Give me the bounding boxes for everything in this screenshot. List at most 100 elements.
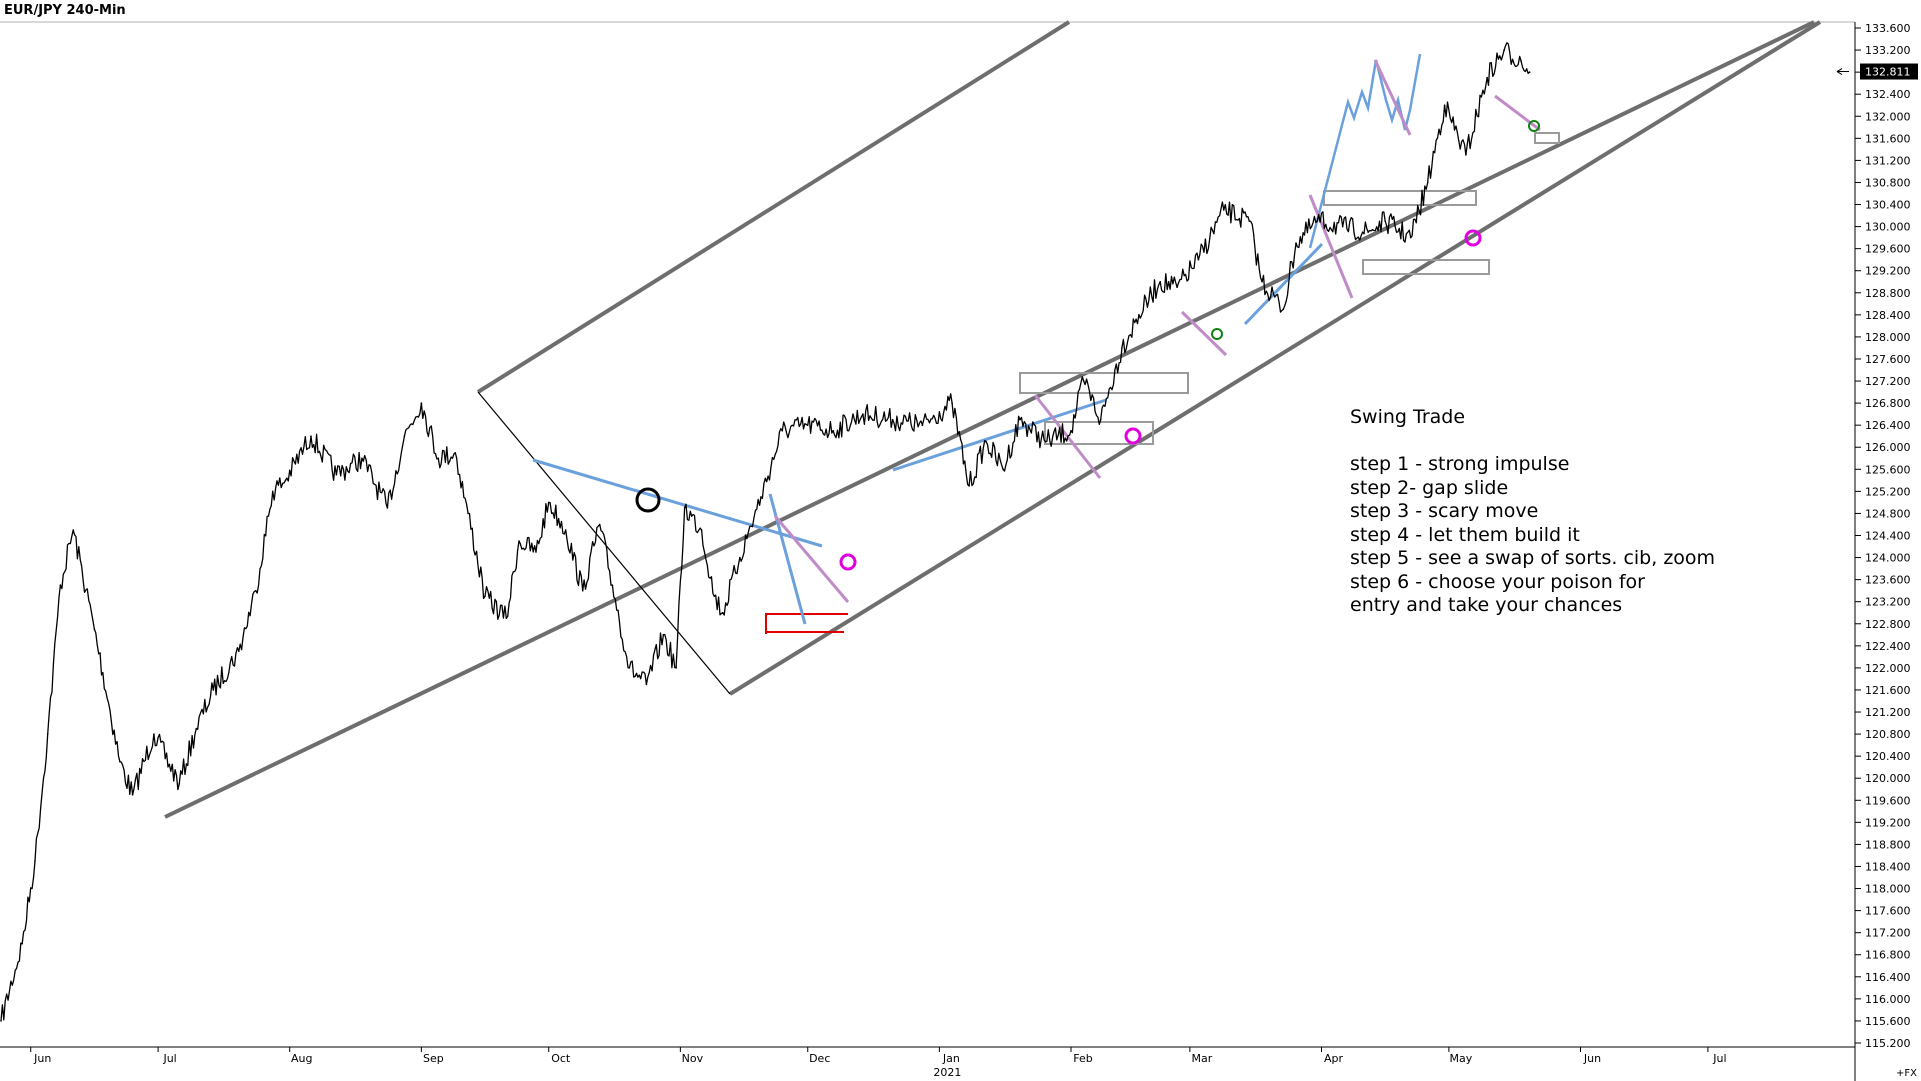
x-tick-label: Jul [1712, 1052, 1726, 1065]
y-tick-label: 117.200 [1865, 927, 1911, 940]
y-tick-label: 115.200 [1865, 1037, 1911, 1050]
annotation-step: step 4 - let them build it [1350, 523, 1580, 546]
y-tick-label: 128.000 [1865, 331, 1911, 344]
price-point [581, 589, 584, 592]
price-point [437, 457, 440, 460]
y-tick-label: 131.600 [1865, 132, 1911, 145]
annotation-step: entry and take your chances [1350, 594, 1623, 616]
y-tick-label: 120.000 [1865, 772, 1911, 785]
y-tick-label: 127.600 [1865, 353, 1911, 366]
price-point [310, 435, 312, 438]
pink-trend-line [1180, 310, 1228, 357]
price-point [212, 689, 215, 691]
price-point [1082, 380, 1085, 382]
price-point [1197, 258, 1200, 261]
price-point [1070, 429, 1072, 432]
y-tick-label: 115.600 [1865, 1015, 1911, 1028]
zone-box [1019, 372, 1189, 394]
price-point [781, 429, 784, 432]
year-label: 2021 [933, 1066, 961, 1079]
pink-trend-line [773, 515, 850, 603]
green-circle-marker [1528, 120, 1540, 132]
black-circle-marker [635, 487, 661, 513]
y-tick-label: 132.400 [1865, 88, 1911, 101]
red-lines [765, 613, 848, 634]
zone-box [1534, 132, 1560, 144]
y-tick-label: 122.800 [1865, 618, 1911, 631]
price-point [862, 413, 864, 415]
channel-lines [164, 20, 1822, 819]
y-tick-label: 124.000 [1865, 552, 1911, 565]
price-point [1443, 104, 1446, 106]
y-tick-label: 132.000 [1865, 110, 1911, 123]
blue-trend-line [1243, 242, 1324, 326]
price-point [46, 733, 49, 735]
price-point [1176, 286, 1178, 289]
price-point [1099, 418, 1102, 421]
y-tick-label: 124.400 [1865, 530, 1911, 543]
x-tick-label: Sep [423, 1052, 444, 1065]
y-tick-label: 126.000 [1865, 441, 1911, 454]
pink-trend-line [1494, 94, 1541, 132]
last-price-label: 132.811 [1865, 66, 1911, 79]
price-point [34, 860, 36, 862]
x-axis: Jun Jul Aug Sep Oct Nov Dec Jan Feb Mar Apr May Jun J… [30, 1047, 1727, 1079]
price-point [153, 733, 155, 735]
zone-box [1362, 259, 1490, 275]
y-tick-label: 125.200 [1865, 485, 1911, 498]
price-point [675, 667, 677, 669]
y-tick-label: 129.600 [1865, 243, 1911, 256]
price-point [59, 584, 62, 586]
annotation-step: step 1 - strong impulse [1350, 453, 1570, 475]
price-point [335, 474, 338, 476]
price-point [1019, 418, 1021, 421]
price-point [535, 551, 537, 553]
magenta-circle-marker [839, 553, 857, 571]
price-point [255, 589, 257, 592]
price-point [195, 727, 198, 730]
zone-boxes [1019, 132, 1560, 445]
x-tick-label: Jun [33, 1052, 51, 1065]
y-axis: 133.600133.200132.800132.400132.000131.6… [1855, 22, 1911, 1050]
price-point [93, 628, 96, 631]
price-point [403, 435, 406, 438]
price-point [700, 529, 703, 531]
price-point [547, 501, 550, 504]
y-tick-label: 130.800 [1865, 176, 1911, 189]
y-tick-label: 122.000 [1865, 662, 1911, 675]
price-point [1384, 220, 1386, 222]
price-point [1159, 280, 1161, 283]
blue-trend-line [892, 398, 1107, 472]
price-point [1426, 181, 1429, 184]
y-tick-label: 116.000 [1865, 993, 1911, 1006]
price-point [662, 634, 665, 636]
channel-line [728, 20, 1822, 696]
pink-trend-line [1373, 59, 1412, 136]
price-point [454, 452, 457, 454]
price-point [598, 523, 601, 526]
price-point [518, 540, 520, 542]
y-tick-label: 119.200 [1865, 816, 1911, 829]
x-tick-label: Jul [162, 1052, 176, 1065]
x-tick-label: Mar [1191, 1052, 1212, 1065]
price-point [1520, 60, 1522, 62]
blue-lines [532, 53, 1422, 625]
price-point [1121, 347, 1123, 349]
x-tick-label: Jun [1583, 1052, 1601, 1065]
x-tick-label: Apr [1324, 1052, 1344, 1065]
x-tick-label: Oct [551, 1052, 571, 1065]
annotation-step: step 6 - choose your poison for [1350, 570, 1645, 593]
price-point [713, 595, 716, 597]
x-tick-label: Aug [291, 1052, 312, 1065]
y-tick-label: 131.200 [1865, 154, 1911, 167]
price-point [1316, 220, 1319, 222]
price-point [0, 1020, 2, 1022]
y-tick-label: 133.600 [1865, 22, 1911, 35]
price-point [72, 529, 74, 531]
price-point [1409, 236, 1412, 239]
price-point [1002, 468, 1004, 471]
last-price-bg [1860, 63, 1918, 80]
last-price-arrow-icon [1836, 68, 1849, 75]
y-tick-label: 120.800 [1865, 728, 1911, 741]
y-tick-label: 126.800 [1865, 397, 1911, 410]
